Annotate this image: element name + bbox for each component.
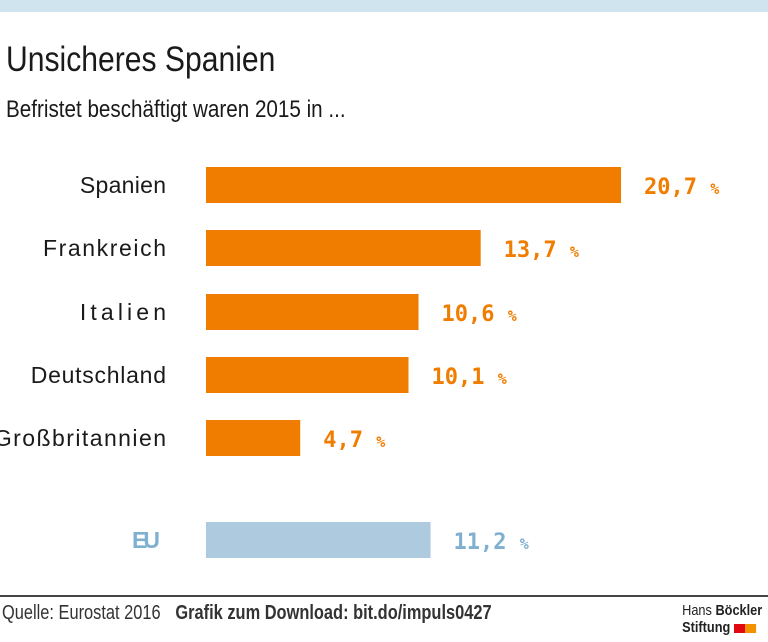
chart-subtitle: Befristet beschäftigt waren 2015 in ... [6, 96, 346, 123]
bar [206, 167, 622, 203]
bar [206, 230, 481, 266]
category-label: Deutschland [31, 362, 166, 388]
value-label: 13,7 % [504, 238, 579, 263]
category-label: Italien [80, 299, 166, 325]
value-label: 4,7 % [323, 428, 385, 453]
category-label: EU [132, 527, 160, 553]
category-label: Großbritannien [0, 425, 166, 451]
top-band [0, 0, 768, 12]
category-label: Frankreich [43, 235, 166, 261]
bar [206, 522, 431, 558]
bar [206, 294, 419, 330]
logo: Hans Böckler Stiftung [682, 602, 762, 636]
bar [206, 357, 409, 393]
source-text: Quelle: Eurostat 2016 [2, 602, 161, 624]
chart-title: Unsicheres Spanien [6, 40, 276, 79]
logo-stiftung: Stiftung [681, 619, 731, 636]
value-label: 20,7 % [644, 175, 719, 200]
value-label: 11,2 % [454, 530, 529, 555]
footer-divider [0, 595, 768, 597]
value-label: 10,6 % [442, 302, 517, 327]
logo-boeckler: Böckler [715, 602, 762, 619]
category-label: Spanien [80, 172, 166, 198]
logo-hans: Hans [681, 602, 712, 619]
download-link[interactable]: Grafik zum Download: bit.do/impuls0427 [175, 602, 492, 624]
bar [206, 420, 301, 456]
logo-orange-square [744, 623, 756, 633]
value-label: 10,1 % [432, 365, 507, 390]
footer-source: Quelle: Eurostat 2016 Grafik zum Download… [2, 602, 492, 625]
bar-chart: Spanien 20,7 % Frankreich 13,7 % Italien 10,6… [0, 167, 719, 558]
logo-red-square [733, 623, 745, 633]
